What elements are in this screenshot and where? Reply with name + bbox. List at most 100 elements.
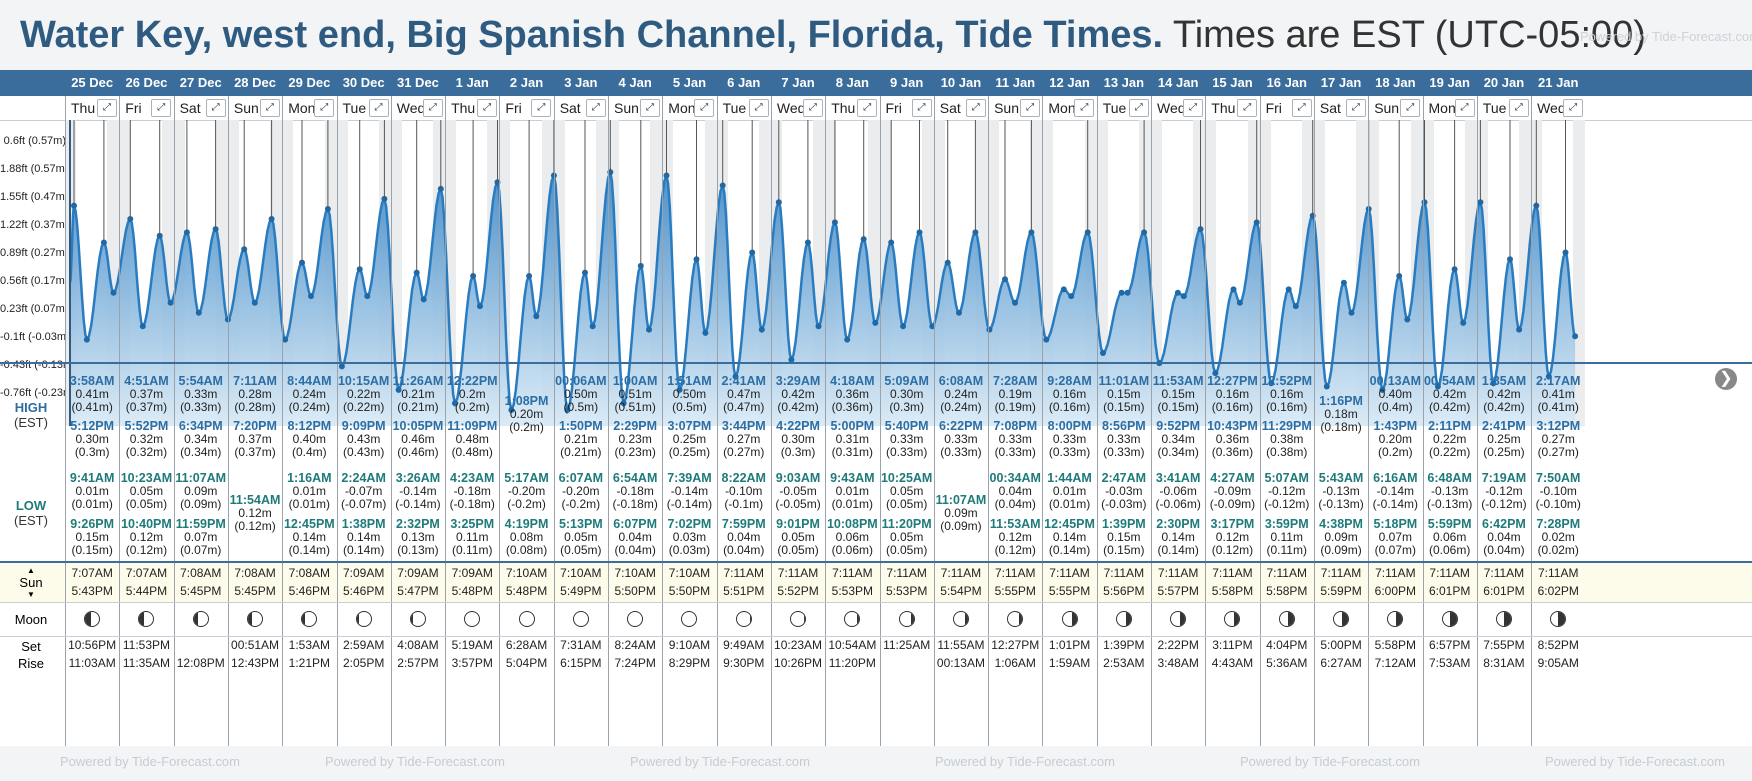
tide-cell: 6:54AM -0.18m (-0.18m) — [608, 472, 662, 511]
expand-icon[interactable]: ⤢ — [1400, 99, 1421, 117]
tide-time: 4:19PM — [504, 517, 549, 531]
moonset-time: 11:25AM — [883, 638, 931, 652]
sunrise-time: 7:11AM — [1266, 566, 1307, 580]
date-cell: 11 Jan — [995, 75, 1036, 90]
moon-phase-icon — [627, 611, 644, 627]
expand-icon[interactable]: ⤢ — [314, 99, 335, 117]
tide-time: 11:07AM — [175, 471, 227, 485]
tide-cell: 11:54AM 0.12m (0.12m) — [228, 494, 282, 533]
expand-icon[interactable]: ⤢ — [1291, 99, 1312, 117]
tide-cell: 5:59PM 0.06m (0.06m) — [1423, 518, 1477, 557]
tide-extreme-point — [508, 407, 515, 413]
tide-height-paren: (0.19m) — [994, 400, 1036, 414]
tide-height-m: 0.30m — [75, 432, 109, 446]
expand-icon[interactable]: ⤢ — [422, 99, 443, 117]
tide-height-m: 0.05m — [889, 484, 924, 498]
tide-time: 2:29PM — [613, 419, 658, 433]
tide-extreme-point — [872, 319, 879, 326]
expand-icon[interactable]: ⤢ — [151, 99, 172, 117]
expand-icon[interactable]: ⤢ — [1454, 99, 1475, 117]
tide-cell: 2:17AM 0.41m (0.41m) — [1531, 375, 1585, 414]
sunset-time: 5:46PM — [342, 584, 385, 598]
sunset-time: 5:43PM — [71, 584, 113, 598]
expand-icon[interactable]: ⤢ — [1345, 99, 1366, 117]
expand-icon[interactable]: ⤢ — [205, 99, 226, 117]
tide-height-m: 0.06m — [1432, 530, 1467, 544]
tide-height-paren: (-0.2m) — [507, 497, 546, 511]
tide-height-m: 0.20m — [509, 407, 544, 421]
expand-icon[interactable]: ⤢ — [97, 99, 117, 117]
tide-cell: 11:53AM 0.15m (0.15m) — [1151, 375, 1205, 414]
moonrise-time: 5:04PM — [505, 656, 548, 670]
expand-icon[interactable]: ⤢ — [1074, 99, 1095, 117]
expand-icon[interactable]: ⤢ — [748, 99, 769, 117]
tide-extreme-point — [1545, 373, 1552, 380]
tide-time: 7:19AM — [1481, 471, 1527, 485]
expand-icon[interactable]: ⤢ — [802, 99, 823, 117]
expand-icon[interactable]: ⤢ — [531, 99, 552, 117]
expand-icon[interactable]: ⤢ — [585, 99, 606, 117]
tide-height-paren: (0.04m) — [1483, 543, 1525, 557]
sunrise-time: 7:11AM — [1049, 566, 1090, 580]
moonrise-time: 7:53AM — [1428, 656, 1471, 670]
tide-cell: 9:52PM 0.34m (0.34m) — [1151, 420, 1205, 459]
tide-time: 6:07AM — [558, 471, 604, 485]
tide-height-paren: (0.2m) — [509, 420, 544, 434]
moonset-time: 8:52PM — [1537, 638, 1579, 652]
tide-time: 8:44AM — [287, 374, 332, 388]
expand-icon[interactable]: ⤢ — [857, 99, 878, 117]
expand-icon[interactable]: ⤢ — [640, 99, 660, 117]
moonrise-time: 5:36AM — [1266, 656, 1308, 670]
date-cell: 13 Jan — [1103, 75, 1145, 90]
tide-height-m: 0.34m — [184, 432, 218, 446]
date-cell: 31 Dec — [396, 75, 439, 90]
day-divider — [1368, 96, 1370, 746]
tide-cell: 9:43AM 0.01m (0.01m) — [825, 472, 879, 511]
tide-height-paren: (0.16m) — [1211, 400, 1254, 414]
title-timezone: Times are EST (UTC-05:00) — [1163, 14, 1646, 56]
weekday-label: Sat — [1319, 100, 1341, 116]
expand-icon[interactable]: ⤢ — [259, 99, 280, 117]
expand-icon[interactable]: ⤢ — [694, 99, 715, 117]
tide-extreme-point — [1340, 279, 1347, 286]
tide-height-paren: (0.5m) — [563, 400, 599, 414]
tide-height-m: -0.14m — [399, 484, 437, 498]
expand-icon[interactable]: ⤢ — [1563, 99, 1584, 117]
sunset-time: 5:54PM — [940, 584, 982, 598]
tide-cell: 5:40PM 0.33m (0.33m) — [880, 420, 934, 459]
tide-time: 1:16PM — [1319, 394, 1363, 408]
tide-height-m: 0.42m — [1432, 387, 1467, 401]
expand-icon[interactable]: ⤢ — [1128, 99, 1149, 117]
tide-height-paren: (0.24m) — [940, 400, 982, 414]
title-location: Water Key, west end, Big Spanish Channel… — [20, 14, 1164, 56]
tide-extreme-point — [167, 299, 174, 306]
tide-cell: 10:15AM 0.22m (0.22m) — [337, 375, 391, 414]
tide-extreme-point — [1236, 299, 1243, 306]
moon-shadow — [1126, 612, 1131, 626]
moon-shadow — [1179, 612, 1186, 626]
tide-height-paren: (0.33m) — [885, 445, 928, 459]
tide-time: 00:54AM — [1423, 374, 1476, 388]
tide-time: 12:27PM — [1207, 374, 1258, 388]
expand-icon[interactable]: ⤢ — [477, 99, 498, 117]
expand-icon[interactable]: ⤢ — [1508, 99, 1529, 117]
moon-shadow — [1341, 612, 1349, 626]
moon-shadow — [1287, 612, 1294, 626]
weekday-label: Mon — [668, 100, 696, 116]
expand-icon[interactable]: ⤢ — [965, 99, 986, 117]
tide-height-paren: (0.4m) — [292, 445, 327, 459]
tide-cell: 6:07AM -0.20m (-0.2m) — [554, 472, 608, 511]
moon-phase-icon — [464, 611, 481, 627]
expand-icon[interactable]: ⤢ — [1183, 99, 1203, 117]
next-arrow-icon[interactable]: ❯ — [1715, 368, 1737, 390]
sunset-time: 5:58PM — [1266, 584, 1308, 598]
tide-height-m: -0.05m — [779, 484, 817, 498]
moon-shadow — [356, 612, 359, 626]
expand-icon[interactable]: ⤢ — [911, 99, 932, 117]
tide-cell: 12:27PM 0.16m (0.16m) — [1205, 375, 1259, 414]
expand-icon[interactable]: ⤢ — [1237, 99, 1258, 117]
expand-icon[interactable]: ⤢ — [1020, 99, 1041, 117]
expand-icon[interactable]: ⤢ — [368, 99, 389, 117]
tide-time: 1:51AM — [667, 374, 712, 388]
moonset-time: 5:00PM — [1320, 638, 1362, 652]
